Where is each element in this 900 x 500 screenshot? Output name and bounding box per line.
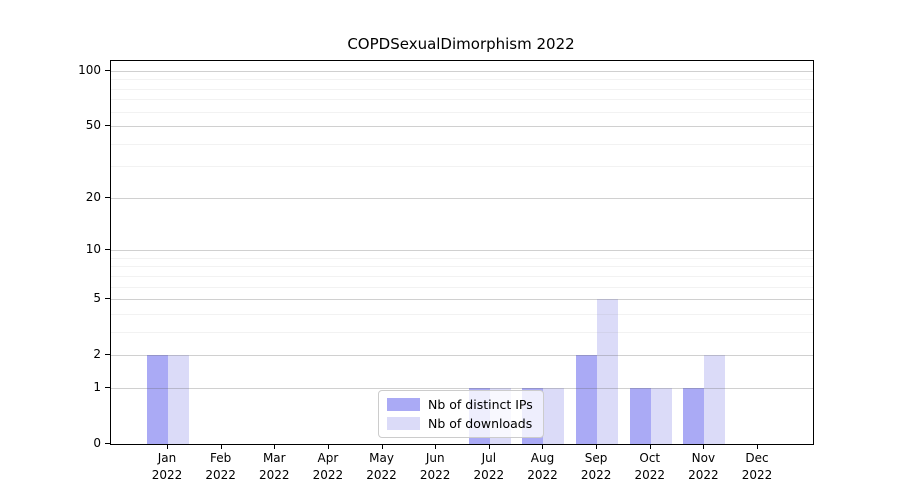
x-tick-label: Feb 2022 bbox=[205, 451, 236, 482]
gridline bbox=[111, 79, 813, 81]
bar-distinct-ips bbox=[683, 387, 705, 444]
bar-downloads bbox=[543, 387, 565, 444]
gridline bbox=[111, 355, 813, 357]
y-tick-mark bbox=[105, 69, 110, 71]
gridline bbox=[111, 70, 813, 72]
gridline bbox=[111, 299, 813, 301]
y-tick-mark bbox=[105, 354, 110, 356]
y-tick-mark bbox=[105, 196, 110, 198]
y-tick-label: 1 bbox=[93, 379, 101, 394]
gridline bbox=[111, 111, 813, 113]
gridline bbox=[111, 257, 813, 259]
legend-row: Nb of distinct IPs bbox=[387, 397, 533, 412]
gridline bbox=[111, 143, 813, 145]
bar-downloads bbox=[704, 355, 726, 444]
gridline bbox=[111, 266, 813, 268]
x-tick-mark bbox=[381, 444, 383, 449]
bar-distinct-ips bbox=[629, 387, 651, 444]
y-tick-label: 10 bbox=[85, 242, 101, 257]
x-tick-label: May 2022 bbox=[366, 451, 397, 482]
x-tick-mark bbox=[703, 444, 705, 449]
plot-area bbox=[110, 60, 814, 445]
y-tick-label: 0 bbox=[93, 436, 101, 450]
x-tick-label: Jan 2022 bbox=[151, 451, 183, 482]
legend-label: Nb of downloads bbox=[428, 416, 533, 431]
x-tick-label: Jul 2022 bbox=[473, 451, 505, 482]
y-tick-label: 2 bbox=[93, 347, 101, 362]
bar-distinct-ips bbox=[576, 355, 598, 444]
y-tick-label: 100 bbox=[78, 62, 101, 77]
x-tick-mark bbox=[327, 444, 329, 449]
x-tick-label: Jun 2022 bbox=[419, 451, 451, 482]
y-tick-mark bbox=[105, 249, 110, 251]
gridline bbox=[111, 197, 813, 199]
gridline bbox=[111, 275, 813, 277]
y-tick-mark bbox=[105, 386, 110, 388]
gridline bbox=[111, 387, 813, 389]
x-tick-mark bbox=[649, 444, 651, 449]
x-tick-label: Mar 2022 bbox=[258, 451, 290, 482]
x-tick-mark bbox=[596, 444, 598, 449]
legend-label: Nb of distinct IPs bbox=[428, 397, 533, 412]
legend-swatch-downloads bbox=[387, 417, 420, 430]
gridline bbox=[111, 166, 813, 168]
gridline bbox=[111, 286, 813, 288]
legend: Nb of distinct IPs Nb of downloads bbox=[378, 390, 544, 438]
x-tick-mark bbox=[167, 444, 168, 449]
gridline bbox=[111, 331, 813, 333]
y-tick-mark bbox=[105, 298, 110, 300]
y-tick-label: 20 bbox=[85, 189, 101, 204]
y-tick-mark bbox=[105, 443, 110, 444]
gridline bbox=[111, 88, 813, 90]
legend-swatch-distinct-ips bbox=[387, 398, 420, 411]
y-tick-mark bbox=[105, 125, 110, 127]
legend-row: Nb of downloads bbox=[387, 416, 533, 431]
x-tick-label: Aug 2022 bbox=[527, 451, 558, 482]
x-tick-mark bbox=[274, 444, 276, 449]
x-tick-label: Oct 2022 bbox=[634, 451, 666, 482]
gridline bbox=[111, 250, 813, 252]
y-tick-label: 50 bbox=[85, 118, 101, 133]
x-tick-label: Dec 2022 bbox=[741, 451, 773, 482]
bar-downloads bbox=[168, 355, 189, 444]
x-tick-mark bbox=[435, 444, 437, 449]
x-tick-label: Nov 2022 bbox=[688, 451, 719, 482]
chart-title: COPDSexualDimorphism 2022 bbox=[347, 35, 575, 53]
y-tick-label: 5 bbox=[93, 291, 101, 306]
x-tick-label: Sep 2022 bbox=[580, 451, 612, 482]
bar-downloads bbox=[650, 387, 672, 444]
x-tick-mark bbox=[488, 444, 490, 449]
gridline bbox=[111, 313, 813, 315]
gridline bbox=[111, 126, 813, 128]
x-tick-label: Apr 2022 bbox=[312, 451, 344, 482]
bar-downloads bbox=[597, 299, 619, 444]
gridline bbox=[111, 99, 813, 101]
bar-distinct-ips bbox=[147, 355, 168, 444]
x-tick-mark bbox=[220, 444, 222, 449]
x-tick-mark bbox=[542, 444, 544, 449]
x-tick-mark bbox=[757, 444, 759, 449]
